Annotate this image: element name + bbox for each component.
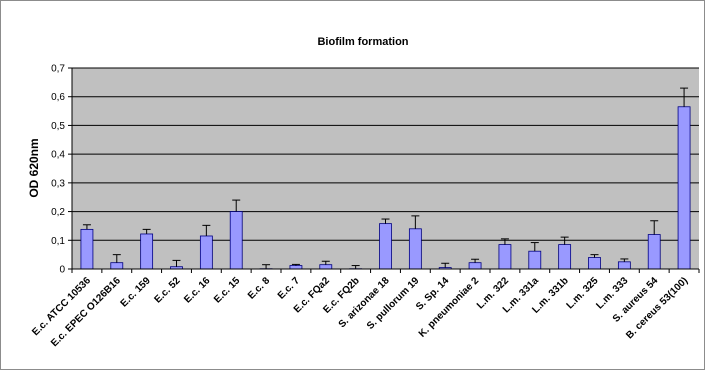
x-tick-label: E.c. 16 <box>182 275 212 305</box>
bar <box>468 262 482 270</box>
bar <box>408 228 422 270</box>
axes <box>68 67 700 273</box>
error-bar <box>650 220 659 235</box>
error-bar <box>291 263 300 266</box>
bar <box>199 235 213 270</box>
error-bar <box>172 259 181 267</box>
error-bar <box>441 262 450 268</box>
bar <box>140 233 154 270</box>
bar <box>558 244 572 270</box>
error-bar <box>321 260 330 265</box>
error-bar <box>680 87 689 107</box>
error-bar <box>202 224 211 236</box>
error-bar <box>262 264 271 269</box>
error-bar <box>500 238 509 245</box>
error-bars <box>82 87 689 269</box>
y-tick-label: 0,3 <box>51 178 65 189</box>
y-tick-label: 0,6 <box>51 92 65 103</box>
bar <box>319 264 333 270</box>
error-bar <box>530 242 539 252</box>
y-tick-label: 0,1 <box>51 236 65 247</box>
x-tick-label: E.c. 7 <box>276 275 303 302</box>
bar <box>289 265 303 270</box>
error-bar <box>381 218 390 224</box>
bar <box>229 211 243 270</box>
error-bar <box>471 258 480 263</box>
y-tick-label: 0,7 <box>51 64 65 75</box>
y-tick-labels: 0 0,1 0,2 0,3 0,4 0,5 0,6 0,7 <box>51 64 65 276</box>
x-tick-label: E.c. 159 <box>119 275 153 309</box>
error-bar <box>82 224 91 230</box>
bar <box>498 244 512 270</box>
bar <box>647 234 661 270</box>
bar <box>80 228 94 270</box>
error-bar <box>411 215 420 229</box>
bar <box>588 257 601 270</box>
y-axis-label: OD 620nm <box>27 138 41 197</box>
y-tick-label: 0,5 <box>51 121 65 132</box>
bar <box>677 106 691 270</box>
bar <box>617 261 631 270</box>
error-bar <box>560 236 569 245</box>
error-bar <box>112 254 121 263</box>
x-tick-label: S. pullorum 19 <box>365 275 422 332</box>
error-bar <box>351 265 360 269</box>
y-tick-label: 0,2 <box>51 207 65 218</box>
x-tick-label: E.c. 52 <box>152 275 182 305</box>
error-bar <box>142 228 151 234</box>
error-bar <box>590 254 599 258</box>
y-tick-label: 0,4 <box>51 150 65 161</box>
x-tick-label: E.c. 8 <box>246 275 273 302</box>
chart-title: Biofilm formation <box>317 36 408 48</box>
bar <box>379 223 392 270</box>
x-tick-label: E.c. 15 <box>212 275 242 305</box>
error-bar <box>232 199 241 212</box>
y-tick-label: 0 <box>59 265 65 276</box>
bar <box>528 250 542 270</box>
bar <box>110 262 124 270</box>
error-bar <box>620 258 629 262</box>
gridlines <box>72 67 699 241</box>
